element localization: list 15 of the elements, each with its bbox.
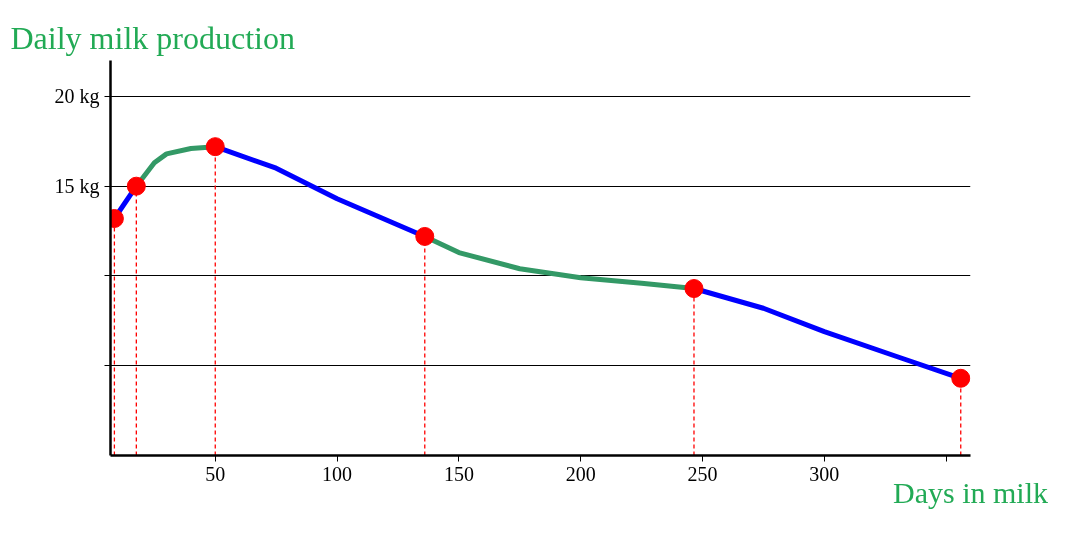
chart-title: Daily milk production bbox=[10, 19, 295, 56]
x-tick-label: 50 bbox=[205, 462, 226, 485]
x-tick-label: 200 bbox=[565, 462, 596, 485]
point bbox=[951, 368, 971, 388]
point bbox=[415, 226, 435, 246]
y-tick-label: 20 kg bbox=[54, 85, 100, 109]
point bbox=[684, 279, 704, 298]
x-tick-label: 250 bbox=[687, 462, 718, 485]
point bbox=[205, 137, 225, 157]
y-tick-label: 15 kg bbox=[54, 175, 100, 199]
point bbox=[126, 176, 146, 196]
x-tick-label: 150 bbox=[443, 462, 474, 485]
x-axis-title: Days in milk bbox=[893, 475, 1048, 509]
x-tick-label: 100 bbox=[322, 462, 353, 485]
x-tick-label: 300 bbox=[809, 462, 840, 485]
